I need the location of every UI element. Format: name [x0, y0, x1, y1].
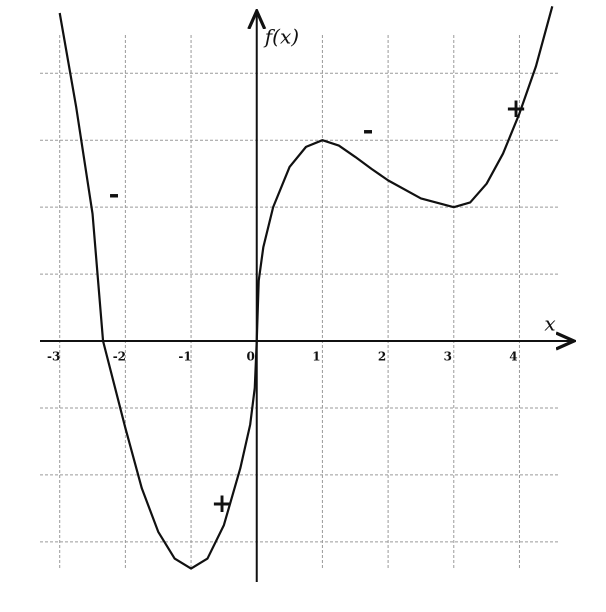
sign-annotation: + [505, 94, 527, 124]
x-tick-label: -3 [47, 350, 60, 364]
x-axis-label: x [544, 312, 555, 336]
x-tick-label: -1 [178, 350, 191, 364]
x-tick-label: 2 [378, 350, 386, 364]
sign-annotation: - [109, 180, 120, 210]
y-axis-label: f(x) [263, 25, 299, 49]
x-tick-label: 4 [509, 350, 517, 364]
x-tick-label: 0 [247, 350, 255, 364]
x-tick-label: -2 [113, 350, 126, 364]
x-tick-label: 3 [444, 350, 452, 364]
sign-annotation: + [211, 489, 233, 519]
curve [58, 6, 554, 570]
x-tick-label: 1 [312, 350, 320, 364]
sign-annotation: - [363, 116, 374, 146]
